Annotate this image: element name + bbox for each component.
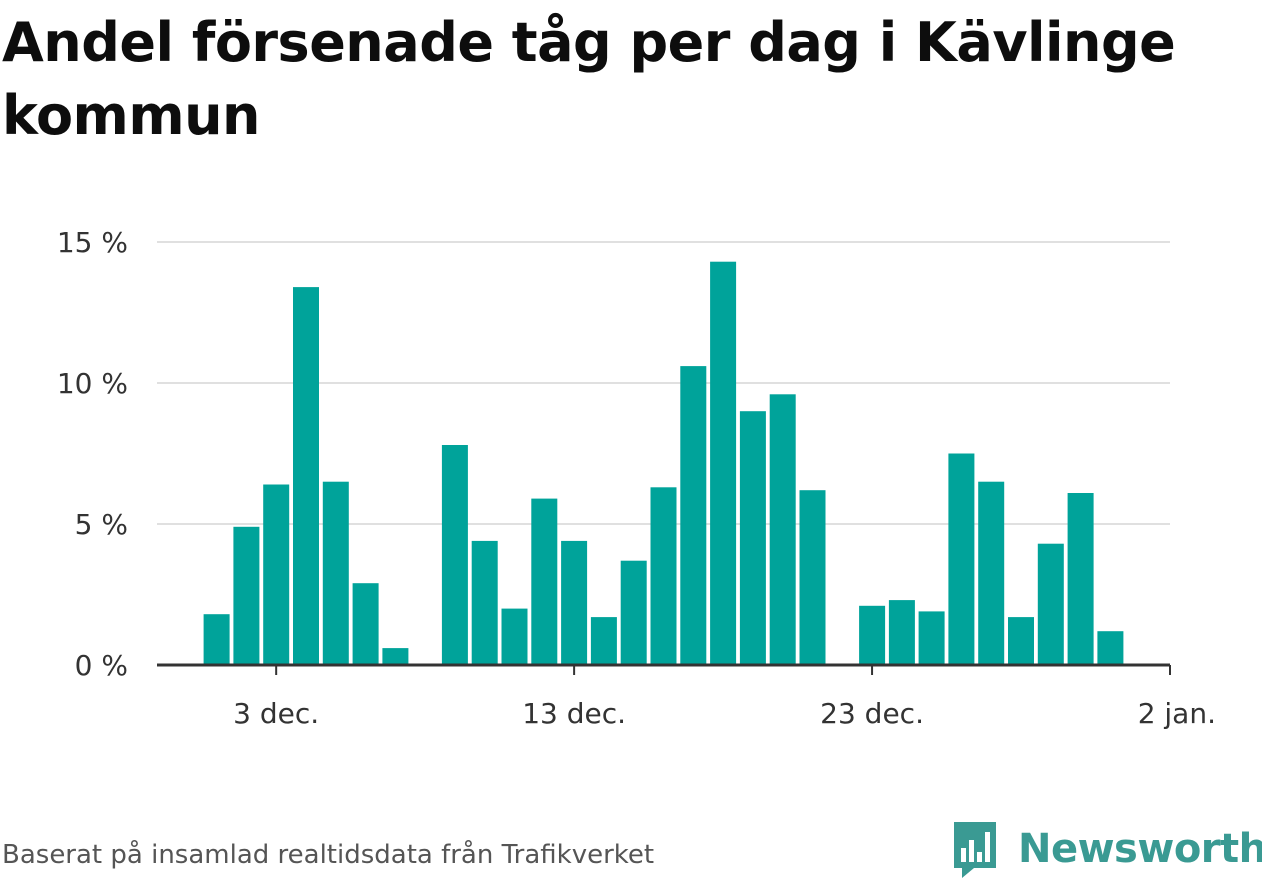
- bar: [978, 481, 1005, 665]
- x-axis-labels: 3 dec. 13 dec. 23 dec. 2 jan.: [233, 697, 1216, 730]
- bar: [680, 366, 707, 665]
- brand-logo: Newsworthy: [950, 818, 1262, 880]
- y-tick-label: 5 %: [75, 508, 128, 541]
- bar: [352, 583, 379, 665]
- bar: [293, 287, 319, 665]
- y-tick-label: 0 %: [75, 649, 128, 682]
- bar: [531, 498, 558, 665]
- bar: [441, 445, 468, 665]
- bar: [263, 484, 290, 665]
- brand-name: Newsworthy: [1018, 826, 1262, 872]
- bar: [620, 560, 647, 665]
- bar: [918, 611, 945, 665]
- x-axis: [157, 663, 1171, 675]
- bar: [799, 490, 826, 665]
- bar: [471, 540, 498, 665]
- bar: [650, 487, 677, 665]
- bar: [1097, 631, 1124, 665]
- bar: [1037, 543, 1064, 665]
- bar: [1008, 617, 1034, 665]
- bar: [710, 261, 737, 665]
- bar: [888, 600, 915, 665]
- bar: [233, 526, 260, 665]
- source-note: Baserat på insamlad realtidsdata från Tr…: [2, 840, 655, 870]
- x-tick-label: 3 dec.: [233, 697, 319, 730]
- bar: [203, 614, 230, 665]
- y-tick-label: 10 %: [57, 367, 128, 400]
- bar: [739, 411, 766, 665]
- x-tick-label: 2 jan.: [1138, 697, 1216, 730]
- bar: [322, 481, 349, 665]
- bar-chart: 0 % 5 % 10 % 15 % 3 dec. 13 dec. 23 dec. 2 jan…: [57, 226, 1216, 730]
- x-tick-label: 13 dec.: [522, 697, 626, 730]
- y-axis-labels: 0 % 5 % 10 % 15 %: [57, 226, 128, 682]
- bar: [590, 617, 617, 665]
- bar: [769, 394, 796, 665]
- bar: [1067, 493, 1094, 665]
- chart-title: Andel försenade tåg per dag i Kävlinge k…: [2, 11, 1176, 147]
- x-tick-label: 23 dec.: [820, 697, 924, 730]
- bar: [501, 608, 528, 665]
- bar: [948, 453, 975, 665]
- bar: [561, 540, 588, 665]
- bar: [382, 648, 409, 665]
- bar: [859, 605, 886, 665]
- y-tick-label: 15 %: [57, 226, 128, 259]
- bars: [203, 261, 1124, 665]
- bar-chart-speech-bubble-icon: [954, 822, 996, 878]
